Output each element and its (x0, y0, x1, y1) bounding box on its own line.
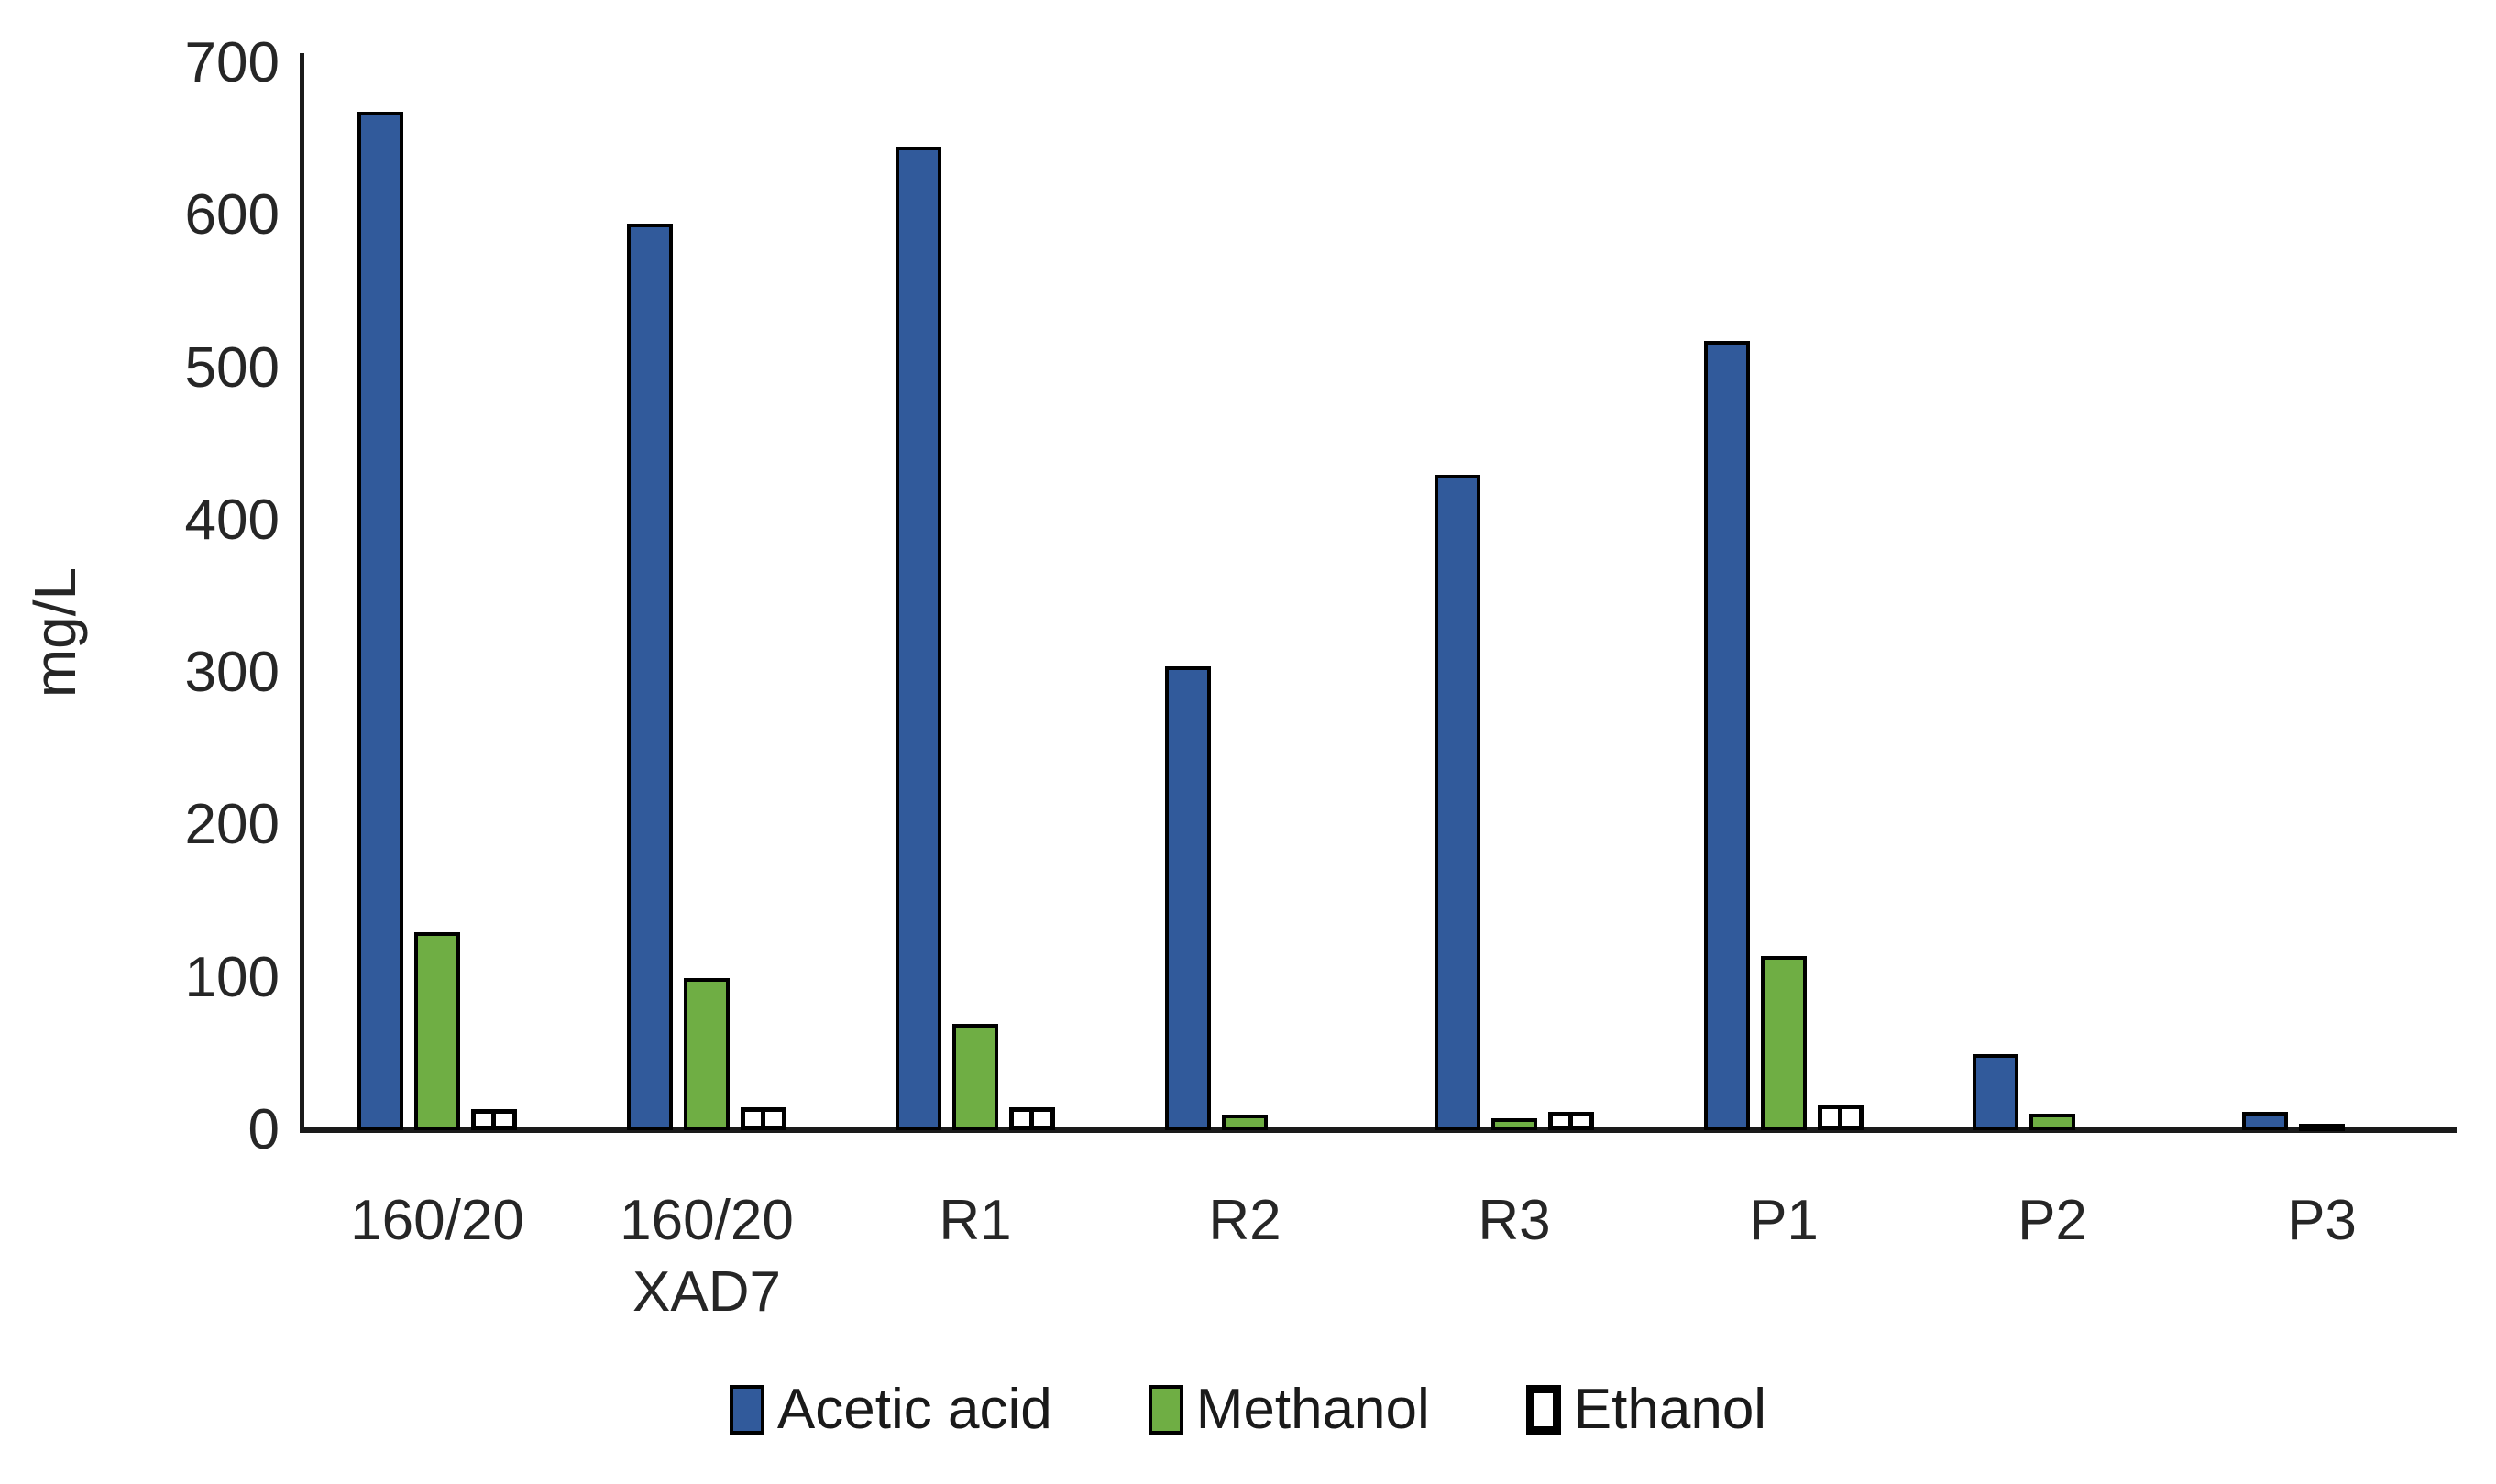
x-category-label-line: P2 (2018, 1189, 2087, 1252)
legend-swatch-methanol (1148, 1385, 1183, 1435)
bar-ethanol-p1 (1818, 1105, 1864, 1130)
y-tick-label-100: 100 (184, 945, 280, 1009)
bar-ethanol-r3 (1548, 1112, 1594, 1130)
y-axis-title: mg/L (22, 566, 88, 698)
y-tick-label-0: 0 (247, 1098, 280, 1161)
y-tick-label-500: 500 (184, 335, 280, 400)
bar-acetic-acid-r3 (1435, 475, 1480, 1130)
bar-methanol-p1 (1761, 956, 1807, 1130)
bar-acetic-acid-160/20 (357, 112, 403, 1130)
legend-swatch-ethanol (1525, 1385, 1561, 1435)
x-category-label-line: 160/20 (350, 1189, 524, 1252)
pane-divider (1029, 1112, 1034, 1126)
legend-item-ethanol: Ethanol (1525, 1378, 1767, 1441)
x-category-label-p1: P1 (1655, 1185, 1912, 1257)
bar-methanol-160/20 (414, 932, 460, 1130)
x-category-label-160/20-xad7: 160/20 XAD7 (578, 1185, 835, 1328)
bar-methanol-r1 (952, 1024, 998, 1130)
x-category-label-line: R3 (1478, 1189, 1551, 1252)
x-category-label-line: 160/20 (620, 1189, 794, 1252)
y-tick-label-300: 300 (184, 641, 280, 705)
legend-swatch-acetic-acid (729, 1385, 764, 1435)
pane-divider (761, 1112, 765, 1126)
x-category-label-r1: R1 (847, 1185, 1104, 1257)
x-axis-line (300, 1127, 2457, 1133)
x-category-label-r3: R3 (1386, 1185, 1643, 1257)
x-category-label-line: R2 (1208, 1189, 1281, 1252)
bar-methanol-160/20-xad7 (684, 978, 730, 1130)
bar-acetic-acid-r1 (896, 147, 941, 1130)
x-category-label-line: R1 (939, 1189, 1012, 1252)
x-category-label-line: XAD7 (632, 1260, 781, 1324)
legend-label: Acetic acid (776, 1378, 1052, 1441)
legend-item-methanol: Methanol (1148, 1378, 1430, 1441)
y-tick-label-700: 700 (184, 31, 280, 94)
bar-acetic-acid-p2 (1973, 1054, 2018, 1130)
legend: Acetic acid Methanol Ethanol (0, 1373, 2496, 1446)
x-category-label-p3: P3 (2194, 1185, 2450, 1257)
x-category-label-line: P1 (1749, 1189, 1819, 1252)
bar-acetic-acid-160/20-xad7 (627, 224, 673, 1130)
bar-methanol-r3 (1491, 1118, 1537, 1130)
bar-methanol-p2 (2029, 1114, 2075, 1130)
bar-ethanol-r1 (1009, 1107, 1055, 1130)
legend-label: Methanol (1195, 1378, 1430, 1441)
bar-acetic-acid-r2 (1165, 666, 1211, 1130)
y-tick-label-200: 200 (184, 793, 280, 857)
bar-acetic-acid-p1 (1704, 341, 1750, 1130)
pane-divider (1838, 1109, 1842, 1126)
legend-label: Ethanol (1573, 1378, 1767, 1441)
y-tick-label-400: 400 (184, 488, 280, 552)
bar-ethanol-160/20-xad7 (741, 1107, 786, 1130)
pane-divider (491, 1114, 496, 1126)
y-tick-label-600: 600 (184, 183, 280, 247)
bar-ethanol-160/20 (471, 1109, 517, 1130)
legend-item-acetic-acid: Acetic acid (729, 1378, 1052, 1441)
bar-methanol-p3 (2299, 1124, 2345, 1131)
bar-acetic-acid-p3 (2242, 1112, 2288, 1130)
bar-methanol-r2 (1222, 1115, 1268, 1130)
x-category-label-line: P3 (2287, 1189, 2357, 1252)
pane-divider (1568, 1116, 1573, 1126)
x-category-label-160/20: 160/20 (309, 1185, 566, 1257)
x-category-label-r2: R2 (1116, 1185, 1373, 1257)
y-axis-line (300, 53, 304, 1133)
x-category-label-p2: P2 (1924, 1185, 2181, 1257)
